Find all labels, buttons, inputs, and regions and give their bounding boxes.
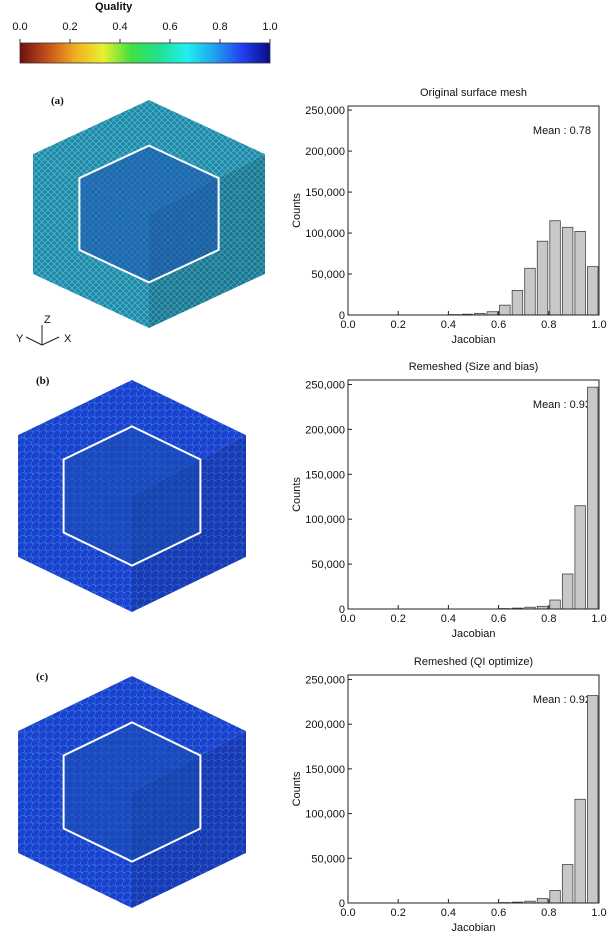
chart-title: Original surface mesh — [420, 87, 527, 99]
annotation: Mean : 0.93 — [533, 399, 591, 411]
y-tick-label: 0 — [339, 604, 345, 616]
x-tick-label: 0.2 — [391, 319, 406, 331]
cube-cut-outline — [62, 425, 202, 567]
y-axis-label: Counts — [291, 477, 303, 512]
bar — [549, 599, 561, 610]
plot-frame — [347, 674, 600, 904]
cube-image — [33, 100, 265, 328]
y-tick-label: 50,000 — [311, 559, 345, 571]
annotation: Mean : 0.92 — [533, 694, 591, 706]
colorbar-tick-label: 0.4 — [112, 21, 127, 33]
y-tick-label: 150,000 — [305, 764, 345, 776]
x-tick-label: 0.8 — [541, 613, 556, 625]
y-tick-label: 0 — [339, 310, 345, 322]
y-tick-label: 100,000 — [305, 514, 345, 526]
y-tick-label: 250,000 — [305, 674, 345, 686]
x-tick-label: 0.0 — [340, 613, 355, 625]
axes-triad: Z Y X — [16, 314, 72, 346]
chart-title: Remeshed (Size and bias) — [409, 361, 539, 373]
x-tick-label: 0.2 — [391, 613, 406, 625]
bar — [587, 386, 599, 610]
y-tick-label: 200,000 — [305, 146, 345, 158]
triad-label: X — [64, 333, 72, 345]
x-tick-label: 0.6 — [491, 613, 506, 625]
plot-frame — [347, 105, 600, 316]
x-axis-label: Jacobian — [451, 334, 495, 346]
y-tick-label: 0 — [339, 898, 345, 910]
colorbar — [19, 42, 271, 64]
bar — [561, 864, 574, 904]
colorbar-tick-label: 0.6 — [162, 21, 177, 33]
bar — [587, 695, 599, 904]
y-tick-label: 150,000 — [305, 469, 345, 481]
colorbar-tick-label: 0.2 — [62, 21, 77, 33]
bar — [536, 898, 549, 904]
x-tick-label: 0.6 — [491, 907, 506, 919]
triad-label: Y — [16, 333, 24, 345]
colorbar-title: Quality — [95, 1, 133, 13]
bar — [561, 226, 574, 316]
x-tick-label: 0.8 — [541, 907, 556, 919]
y-tick-label: 150,000 — [305, 187, 345, 199]
x-tick-label: 1.0 — [591, 319, 606, 331]
y-tick-label: 200,000 — [305, 424, 345, 436]
x-tick-label: 0.4 — [441, 613, 456, 625]
colorbar-tick-label: 0.0 — [12, 21, 27, 33]
panel-label: (a) — [51, 95, 64, 107]
bar — [574, 230, 586, 316]
cube-cut-outline — [78, 144, 220, 284]
cube-cut-outline — [62, 721, 202, 863]
x-tick-label: 0.4 — [441, 907, 456, 919]
colorbar-tick-label: 0.8 — [212, 21, 227, 33]
x-tick-label: 0.2 — [391, 907, 406, 919]
bar — [549, 890, 561, 904]
bar — [574, 798, 586, 904]
x-tick-label: 1.0 — [591, 613, 606, 625]
y-tick-label: 250,000 — [305, 105, 345, 117]
y-axis-label: Counts — [291, 771, 303, 806]
y-tick-label: 100,000 — [305, 228, 345, 240]
x-tick-label: 0.0 — [340, 319, 355, 331]
bar — [499, 304, 511, 316]
x-tick-label: 0.0 — [340, 907, 355, 919]
cube-image — [18, 676, 246, 908]
y-tick-label: 200,000 — [305, 719, 345, 731]
plot-frame — [347, 379, 600, 610]
x-axis-label: Jacobian — [451, 628, 495, 640]
x-tick-label: 0.6 — [491, 319, 506, 331]
panel-label: (c) — [36, 671, 49, 683]
bar — [524, 267, 536, 316]
bar — [587, 266, 599, 316]
y-axis-label: Counts — [291, 193, 303, 228]
triad-axis — [25, 336, 43, 346]
y-tick-label: 100,000 — [305, 809, 345, 821]
bar — [536, 240, 549, 316]
x-tick-label: 0.8 — [541, 319, 556, 331]
y-tick-label: 50,000 — [311, 269, 345, 281]
bar — [561, 573, 574, 610]
chart-title: Remeshed (QI optimize) — [414, 656, 533, 668]
cube-image — [18, 380, 246, 612]
cube-cut — [79, 145, 219, 283]
bar — [574, 505, 586, 610]
x-tick-label: 0.4 — [441, 319, 456, 331]
colorbar-tick-label: 1.0 — [262, 21, 277, 33]
bar — [511, 290, 524, 316]
triad-axis — [41, 336, 60, 346]
bar — [549, 220, 561, 316]
triad-label: Z — [44, 314, 51, 326]
annotation: Mean : 0.78 — [533, 125, 591, 137]
x-tick-label: 1.0 — [591, 907, 606, 919]
y-tick-label: 50,000 — [311, 853, 345, 865]
y-tick-label: 250,000 — [305, 379, 345, 391]
cube-cut — [63, 722, 201, 862]
panel-label: (b) — [36, 375, 50, 387]
cube-cut — [63, 426, 201, 566]
x-axis-label: Jacobian — [451, 922, 495, 934]
